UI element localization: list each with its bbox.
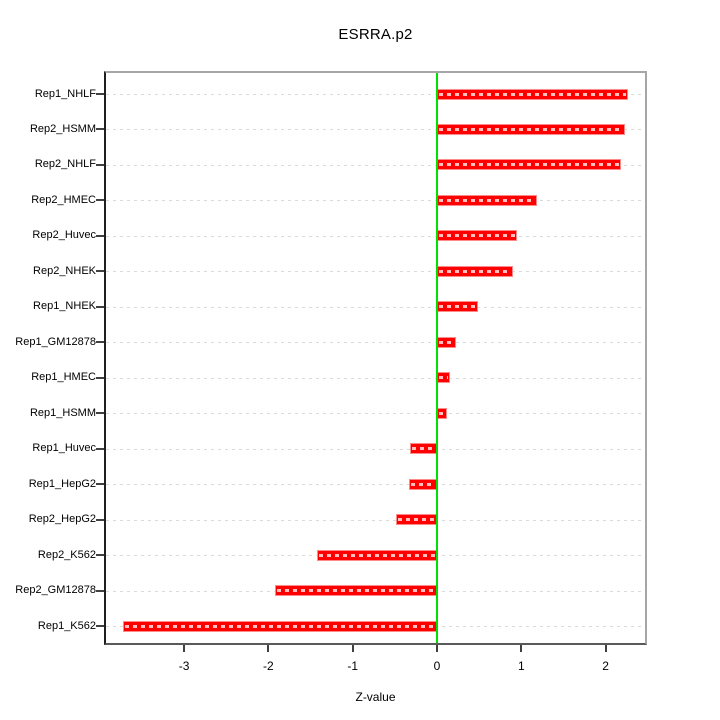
y-axis-label: Rep1_K562	[37, 619, 96, 632]
bar-hatch	[439, 340, 455, 344]
row-gridline	[106, 519, 645, 521]
row-gridline	[106, 413, 645, 415]
y-axis-label: Rep2_HMEC	[31, 193, 96, 206]
bar	[437, 336, 457, 348]
x-axis-tick	[520, 645, 523, 652]
y-axis-label: Rep1_NHLF	[34, 87, 96, 100]
x-axis-tick-label: -3	[178, 659, 190, 673]
row-gridline	[106, 306, 645, 308]
x-axis-tick	[604, 645, 607, 652]
bar	[437, 301, 479, 313]
x-axis-tick	[183, 645, 186, 652]
row-gridline	[106, 200, 645, 202]
y-axis-label: Rep2_Huvec	[32, 229, 96, 242]
x-axis-tick	[436, 645, 438, 652]
bar-hatch	[439, 234, 516, 238]
y-axis-tick	[96, 518, 104, 521]
y-axis-tick	[96, 199, 104, 202]
bar-hatch	[439, 269, 511, 273]
plot-area	[104, 71, 647, 645]
row-gridline	[106, 94, 645, 95]
bar-hatch	[397, 518, 435, 522]
bar	[437, 88, 629, 100]
row-gridline	[106, 271, 645, 273]
y-axis-label: Rep2_GM12878	[15, 584, 96, 597]
chart-title: ESRRA.p2	[338, 26, 413, 43]
x-axis-tick	[267, 645, 270, 652]
bar-hatch	[439, 127, 623, 131]
y-axis-label: Rep1_Huvec	[32, 442, 96, 455]
y-axis-tick	[96, 554, 104, 557]
bar	[275, 585, 437, 597]
bar	[123, 620, 437, 632]
y-axis-tick	[96, 305, 104, 308]
bar	[437, 372, 451, 384]
bar	[437, 265, 513, 277]
y-axis-tick	[96, 270, 104, 273]
bar-hatch	[439, 376, 449, 380]
y-axis-label: Rep1_GM12878	[15, 335, 96, 348]
row-gridline	[106, 129, 645, 131]
bar-hatch	[411, 482, 435, 486]
y-axis-label: Rep1_NHEK	[33, 300, 96, 313]
bar	[410, 443, 437, 455]
row-gridline	[106, 235, 645, 237]
bar-hatch	[412, 447, 435, 451]
bar-hatch	[319, 553, 435, 557]
bar-hatch	[277, 589, 435, 593]
y-axis-tick	[96, 447, 104, 450]
x-axis-tick-label: 1	[517, 659, 525, 673]
row-gridline	[106, 484, 645, 486]
y-axis-tick	[96, 93, 104, 95]
row-gridline	[106, 342, 645, 344]
x-axis-tick-label: -1	[347, 659, 359, 673]
bar-hatch	[439, 198, 536, 202]
y-axis-tick	[96, 589, 104, 592]
bar	[437, 159, 621, 171]
bar	[409, 478, 437, 490]
y-axis-tick	[96, 376, 104, 379]
y-axis-label: Rep2_HSMM	[29, 122, 96, 135]
x-axis-tick-label: -2	[263, 659, 274, 673]
y-axis-label: Rep2_HepG2	[28, 513, 96, 526]
bar-hatch	[439, 411, 446, 415]
y-axis-label: Rep2_K562	[37, 548, 96, 561]
y-axis-tick	[96, 341, 104, 344]
x-axis-tick-label: 0	[433, 659, 441, 673]
x-axis-tick-label: 2	[602, 659, 609, 673]
bar-hatch	[125, 624, 435, 628]
bar	[317, 549, 437, 561]
bar	[437, 194, 538, 206]
y-axis-tick	[96, 625, 104, 627]
y-axis-label: Rep2_NHLF	[34, 158, 96, 171]
bar	[437, 407, 448, 419]
y-axis-tick	[96, 234, 104, 237]
bar-hatch	[439, 163, 619, 167]
row-gridline	[106, 377, 645, 379]
y-axis-tick	[96, 128, 104, 131]
zero-reference-line	[436, 73, 438, 643]
x-axis-title: Z-value	[355, 690, 396, 704]
bar	[437, 123, 625, 135]
y-axis-label: Rep1_HSMM	[29, 406, 96, 419]
bar-hatch	[439, 305, 477, 309]
bar	[395, 514, 437, 526]
bar	[437, 230, 518, 242]
row-gridline	[106, 448, 645, 450]
y-axis-label: Rep2_NHEK	[33, 264, 96, 277]
row-gridline	[106, 164, 645, 166]
y-axis-tick	[96, 163, 104, 166]
y-axis-tick	[96, 412, 104, 415]
y-axis-label: Rep1_HepG2	[28, 477, 96, 490]
y-axis-label: Rep1_HMEC	[31, 371, 96, 384]
y-axis-tick	[96, 483, 104, 486]
x-axis-tick	[351, 645, 354, 652]
bar-hatch	[439, 92, 627, 96]
